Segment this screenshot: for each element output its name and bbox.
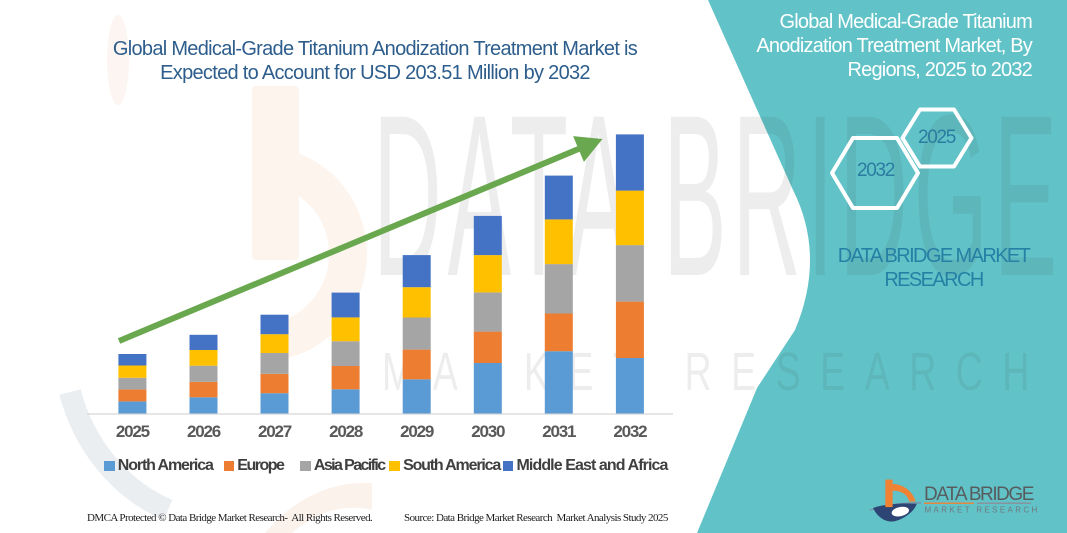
svg-text:DATA BRIDGE: DATA BRIDGE <box>924 484 1034 505</box>
svg-text:MARKET RESEARCH: MARKET RESEARCH <box>925 506 1040 515</box>
